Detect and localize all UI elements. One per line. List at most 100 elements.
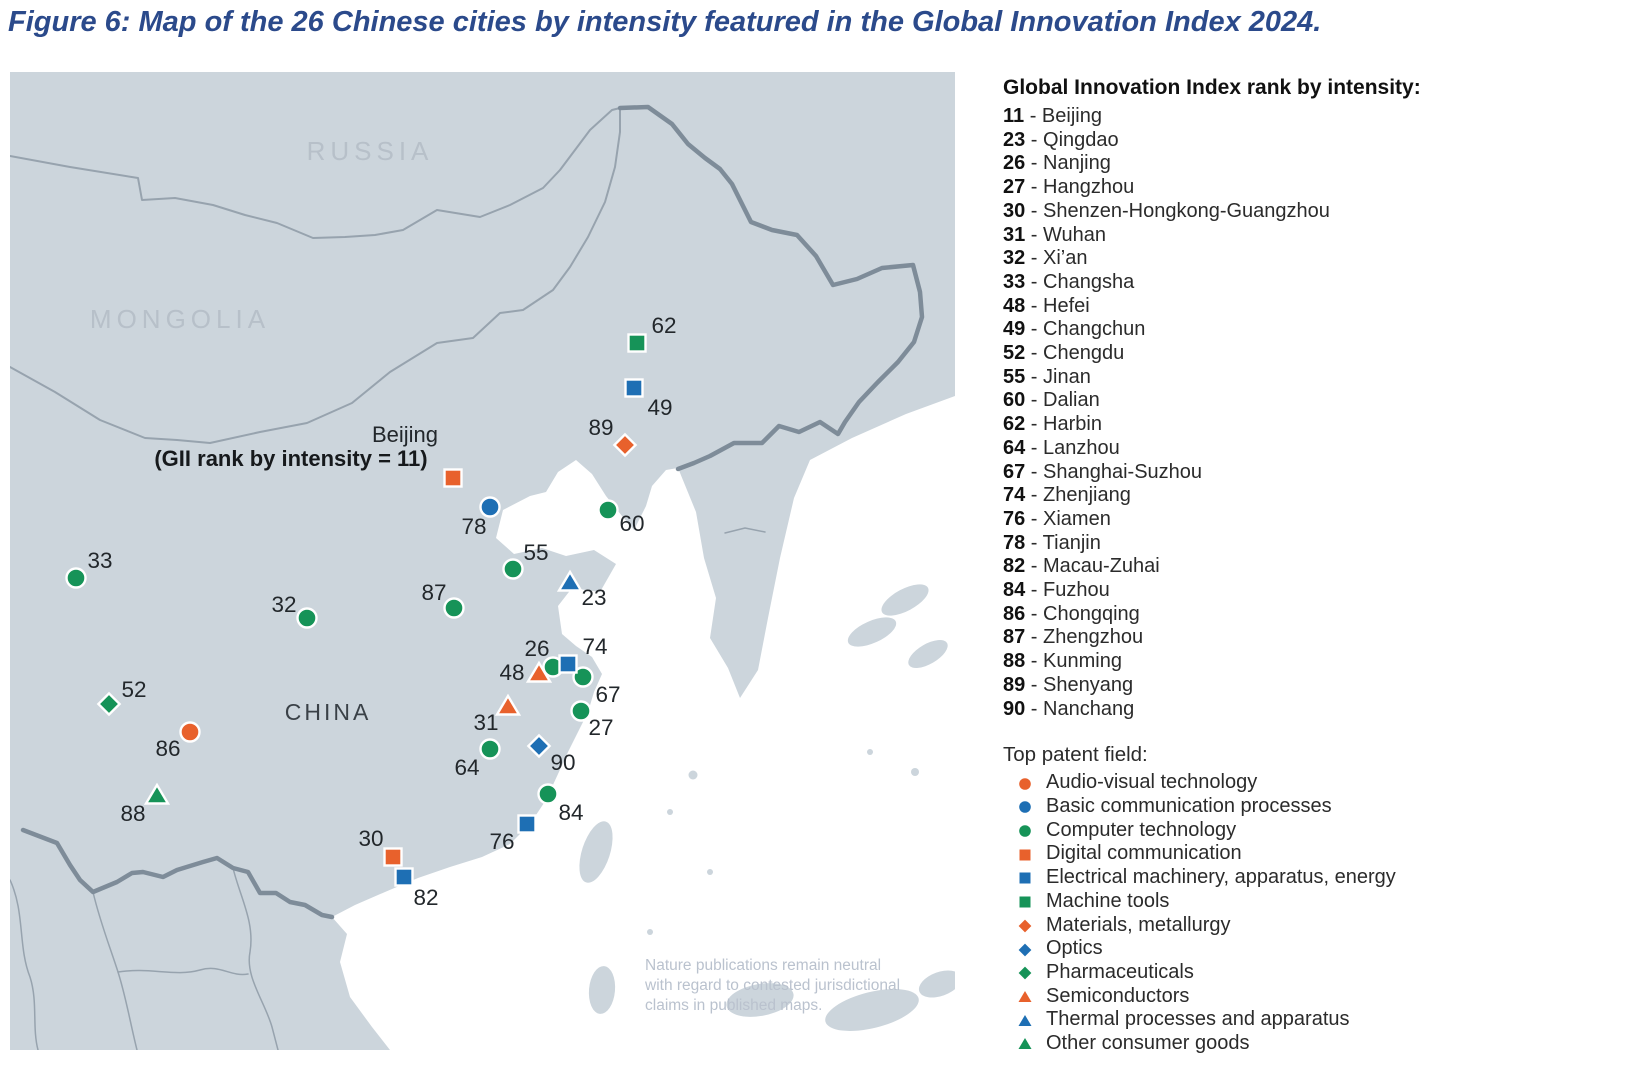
rank-item-27: 27 - Hangzhou <box>1003 176 1135 199</box>
rank-item-88: 88 - Kunming <box>1003 650 1122 673</box>
rank-item-52: 52 - Chengdu <box>1003 342 1125 365</box>
patent-legend-title: Top patent field: <box>1003 743 1148 767</box>
blue-triangle-icon <box>1018 1014 1032 1026</box>
green-circle-icon <box>1019 825 1031 837</box>
blue-diamond-icon <box>1018 943 1032 956</box>
hainan-island <box>288 925 322 951</box>
rank-item-89: 89 - Shenyang <box>1003 673 1134 696</box>
islands <box>288 584 955 1031</box>
city-rank-label-26: 26 <box>524 636 549 661</box>
city-marker-88: 88 <box>120 782 171 826</box>
thin-borders <box>10 107 766 1050</box>
rank-item-33: 33 - Changsha <box>1003 270 1135 293</box>
japan-island <box>881 584 929 616</box>
city-marker-60: 60 <box>597 499 645 536</box>
city-marker-84: 84 <box>537 783 584 825</box>
city-rank-label-32: 32 <box>271 592 296 617</box>
figure-title: Figure 6: Map of the 26 Chinese cities b… <box>8 6 1322 38</box>
map-sea <box>332 396 955 1050</box>
map-note: Nature publications remain neutral with … <box>644 957 900 1014</box>
markers-layer: 23 26 27 30 31 32 33 48 49 52 55 60 62 64 67 74 76 78 82 84… <box>65 313 677 910</box>
patent-field-label: Audio-visual technology <box>1046 771 1258 794</box>
city-marker-90: 90 <box>526 733 576 775</box>
patent-field-label: Digital communication <box>1046 842 1242 865</box>
city-marker-87: 87 <box>421 580 465 619</box>
city-marker-30: 30 <box>358 826 403 867</box>
city-rank-label-86: 86 <box>155 736 180 761</box>
city-rank-label-89: 89 <box>588 415 613 440</box>
city-rank-label-76: 76 <box>489 829 514 854</box>
city-rank-label-52: 52 <box>121 677 146 702</box>
city-rank-label-23: 23 <box>581 585 606 610</box>
city-marker-27: 27 <box>570 700 614 740</box>
city-rank-label-33: 33 <box>87 548 112 573</box>
green-diamond-icon <box>1018 966 1032 980</box>
jeju-island <box>688 770 698 780</box>
japan-island <box>918 970 955 998</box>
legend-panel: Global Innovation Index rank by intensit… <box>1003 76 1639 1056</box>
city-rank-label-82: 82 <box>413 885 438 910</box>
patent-field-item: Computer technology <box>1003 819 1639 843</box>
japan-island <box>726 983 794 1017</box>
rank-item-90: 90 - Nanchang <box>1003 697 1135 720</box>
rank-item-60: 60 - Dalian <box>1003 389 1100 412</box>
patent-field-label: Materials, metallurgy <box>1046 913 1231 936</box>
rank-item-67: 67 - Shanghai-Suzhou <box>1003 460 1203 483</box>
mongolia-label: MONGOLIA <box>90 304 270 334</box>
city-marker-32: 32 <box>271 592 318 629</box>
city-marker-89: 89 <box>588 415 638 458</box>
patent-field-item: Semiconductors <box>1003 985 1639 1009</box>
rank-item-74: 74 - Zhenjiang <box>1003 484 1131 507</box>
city-rank-label-84: 84 <box>558 800 583 825</box>
city-marker-64: 64 <box>454 738 501 780</box>
rank-item-62: 62 - Harbin <box>1003 413 1102 436</box>
city-marker-11 <box>443 468 463 488</box>
city-marker-26: 26 <box>524 636 564 678</box>
patent-field-item: Pharmaceuticals <box>1003 961 1639 985</box>
patent-field-item: Materials, metallurgy <box>1003 914 1639 938</box>
city-rank-label-49: 49 <box>647 395 672 420</box>
orange-circle-icon <box>1019 777 1031 790</box>
rank-item-31: 31 - Wuhan <box>1003 223 1107 246</box>
city-rank-label-60: 60 <box>619 511 644 536</box>
city-rank-label-31: 31 <box>473 710 498 735</box>
orange-triangle-icon <box>1018 990 1032 1002</box>
city-rank-label-90: 90 <box>550 750 575 775</box>
city-rank-label-88: 88 <box>120 801 145 826</box>
luzon-island <box>588 966 616 1014</box>
japan-island <box>825 989 919 1031</box>
rank-item-32: 32 - Xi’an <box>1003 247 1088 270</box>
green-square-icon <box>1019 896 1031 908</box>
city-marker-67: 67 <box>572 666 621 707</box>
japan-island <box>908 640 948 668</box>
city-rank-label-74: 74 <box>582 634 607 659</box>
patent-field-item: Machine tools <box>1003 890 1639 914</box>
orange-square-icon <box>1019 849 1031 861</box>
city-marker-78: 78 <box>461 496 501 539</box>
russia-label: RUSSIA <box>307 136 434 166</box>
taiwan-island <box>579 821 613 883</box>
rank-legend-title: Global Innovation Index rank by intensit… <box>1003 76 1421 99</box>
rank-item-11: 11 - Beijing <box>1003 105 1102 127</box>
city-rank-label-67: 67 <box>595 682 620 707</box>
city-rank-label-62: 62 <box>651 313 676 338</box>
patent-field-label: Basic communication processes <box>1046 794 1332 817</box>
patent-field-item: Optics <box>1003 937 1639 961</box>
city-marker-31: 31 <box>473 693 522 735</box>
city-marker-48: 48 <box>499 660 553 685</box>
city-rank-label-64: 64 <box>454 755 479 780</box>
city-marker-55: 55 <box>502 540 549 580</box>
city-marker-82: 82 <box>394 867 439 910</box>
patent-field-label: Thermal processes and apparatus <box>1046 1008 1350 1031</box>
rank-item-82: 82 - Macau-Zuhai <box>1003 555 1160 578</box>
city-rank-label-48: 48 <box>499 660 524 685</box>
rank-item-78: 78 - Tianjin <box>1003 531 1101 554</box>
japan-island <box>847 617 897 647</box>
patent-field-item: Basic communication processes <box>1003 795 1639 819</box>
patent-field-label: Optics <box>1046 937 1103 960</box>
china-label: CHINA <box>285 699 372 725</box>
patent-field-list: Audio-visual technology Basic communicati… <box>1003 771 1639 1055</box>
patent-field-label: Electrical machinery, apparatus, energy <box>1046 866 1396 889</box>
rank-item-87: 87 - Zhengzhou <box>1003 626 1144 649</box>
patent-field-item: Electrical machinery, apparatus, energy <box>1003 866 1639 890</box>
